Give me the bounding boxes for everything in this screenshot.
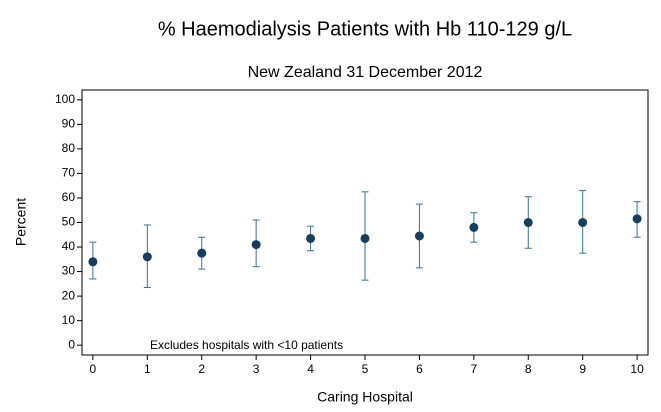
x-tick-label: 7 — [471, 362, 478, 376]
x-tick-label: 2 — [198, 362, 205, 376]
x-tick-label: 6 — [416, 362, 423, 376]
point — [578, 218, 588, 227]
y-tick-label: 10 — [62, 313, 76, 327]
y-tick-label: 30 — [62, 264, 76, 278]
point — [523, 218, 533, 227]
y-tick-label: 80 — [62, 141, 76, 155]
annotation: Excludes hospitals with <10 patients — [150, 338, 343, 352]
y-axis-label: Percent — [13, 198, 29, 246]
x-tick-label: 9 — [579, 362, 586, 376]
x-tick-label: 10 — [630, 362, 644, 376]
point — [306, 233, 316, 243]
point — [197, 248, 207, 258]
x-tick-label: 3 — [253, 362, 260, 376]
point — [142, 252, 152, 262]
x-tick-label: 5 — [362, 362, 369, 376]
chart-subtitle: New Zealand 31 December 2012 — [248, 64, 483, 81]
x-tick-label: 0 — [90, 362, 97, 376]
y-tick-label: 20 — [62, 288, 76, 302]
point — [251, 240, 261, 250]
x-tick-label: 1 — [144, 362, 151, 376]
y-tick-label: 50 — [62, 215, 76, 229]
point — [414, 231, 424, 241]
y-tick-label: 60 — [62, 190, 76, 204]
point — [360, 233, 370, 243]
point — [469, 222, 479, 232]
x-tick-label: 8 — [525, 362, 532, 376]
x-axis-label: Caring Hospital — [317, 389, 413, 405]
x-tick-label: 4 — [307, 362, 314, 376]
y-tick-label: 70 — [62, 166, 76, 180]
point — [88, 257, 98, 267]
y-tick-label: 100 — [55, 92, 75, 106]
y-tick-label: 90 — [62, 117, 76, 131]
point — [632, 214, 642, 224]
chart-title: % Haemodialysis Patients with Hb 110-129… — [158, 18, 572, 40]
y-tick-label: 40 — [62, 239, 76, 253]
y-tick-label: 0 — [68, 337, 75, 351]
